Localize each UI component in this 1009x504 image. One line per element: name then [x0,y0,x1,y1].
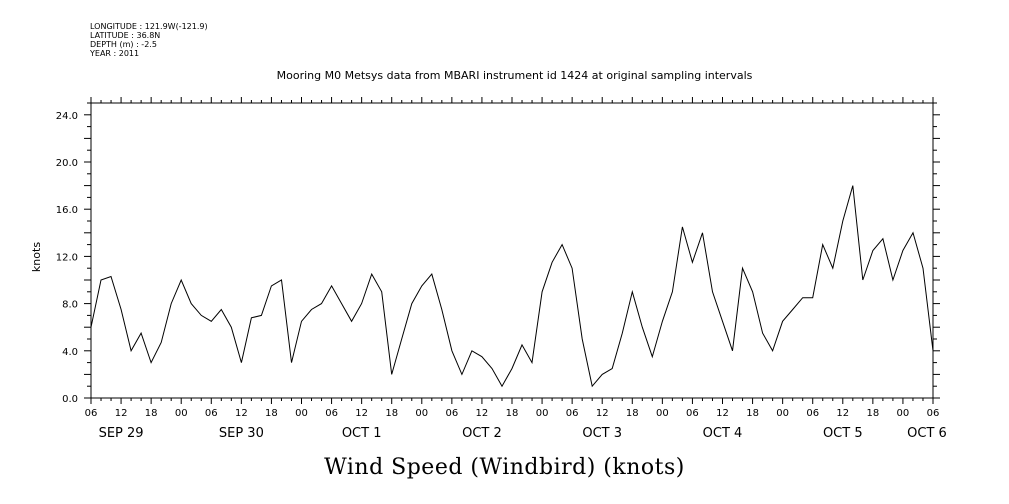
x-tick-label: 18 [265,408,278,419]
x-tick-label: 00 [536,408,549,419]
year-text: YEAR : 2011 [90,49,140,58]
y-tick-label: 16.0 [56,205,78,216]
latitude-text: LATITUDE : 36.8N [90,31,161,40]
x-tick-label: 06 [686,408,699,419]
x-tick-label: 06 [205,408,218,419]
plot-frame [90,102,934,399]
depth-text: DEPTH (m) : -2.5 [90,40,157,49]
y-tick-label: 12.0 [56,252,78,263]
x-tick-label: 12 [235,408,248,419]
wind-speed-series-line [90,185,934,388]
day-label: OCT 1 [342,426,382,441]
day-label: SEP 30 [219,426,264,441]
day-label: SEP 29 [99,426,144,441]
y-axis-label: knots [30,242,43,272]
x-tick-labels: 06 12 18 00 06 12 18 00 06 12 18 00 06 12 18 00 06 12 18 00… [85,408,940,419]
x-tick-label: 00 [295,408,308,419]
y-tick-label: 0.0 [62,394,78,405]
bottom-title: Wind Speed (Windbird) (knots) [324,455,685,480]
day-label: OCT 5 [823,426,863,441]
y-tick-labels: 0.0 4.0 8.0 12.0 16.0 20.0 24.0 [56,111,78,405]
x-tick-label: 18 [145,408,158,419]
y-tick-label: 8.0 [62,300,78,311]
series-group [90,185,934,388]
x-tick-label: 06 [806,408,819,419]
x-tick-label: 18 [626,408,639,419]
x-tick-label: 06 [85,408,98,419]
x-tick-label: 00 [415,408,428,419]
y-tick-label: 4.0 [62,347,78,358]
x-tick-label: 00 [175,408,188,419]
day-labels: SEP 29 SEP 30 OCT 1 OCT 2 OCT 3 OCT 4 OCT 5 OCT… [99,426,947,441]
x-tick-label: 06 [325,408,338,419]
y-tick-label: 20.0 [56,158,78,169]
x-tick-label: 12 [355,408,368,419]
x-tick-label: 12 [115,408,128,419]
x-tick-label: 18 [385,408,398,419]
x-tick-label: 00 [776,408,789,419]
x-tick-label: 06 [445,408,458,419]
x-tick-label: 12 [596,408,609,419]
x-tick-label: 00 [897,408,910,419]
day-label: OCT 6 [907,426,947,441]
x-tick-label: 12 [716,408,729,419]
tick-marks [84,97,940,404]
x-tick-label: 18 [866,408,879,419]
x-tick-label: 18 [506,408,519,419]
day-label: OCT 4 [703,426,743,441]
x-tick-label: 18 [746,408,759,419]
wind-speed-chart: 0.0 4.0 8.0 12.0 16.0 20.0 24.0 06 12 18 00 06 12 18… [30,97,947,441]
chart-title: Mooring M0 Metsys data from MBARI instru… [276,69,753,82]
plot-border [90,102,934,399]
day-label: OCT 2 [462,426,502,441]
x-tick-label: 00 [656,408,669,419]
x-tick-label: 06 [927,408,940,419]
y-tick-label: 24.0 [56,111,78,122]
x-tick-label: 12 [836,408,849,419]
longitude-text: LONGITUDE : 121.9W(-121.9) [90,22,208,31]
metadata-block: LONGITUDE : 121.9W(-121.9) LATITUDE : 36… [90,22,208,58]
x-tick-label: 12 [476,408,489,419]
day-label: OCT 3 [582,426,622,441]
x-tick-label: 06 [566,408,579,419]
